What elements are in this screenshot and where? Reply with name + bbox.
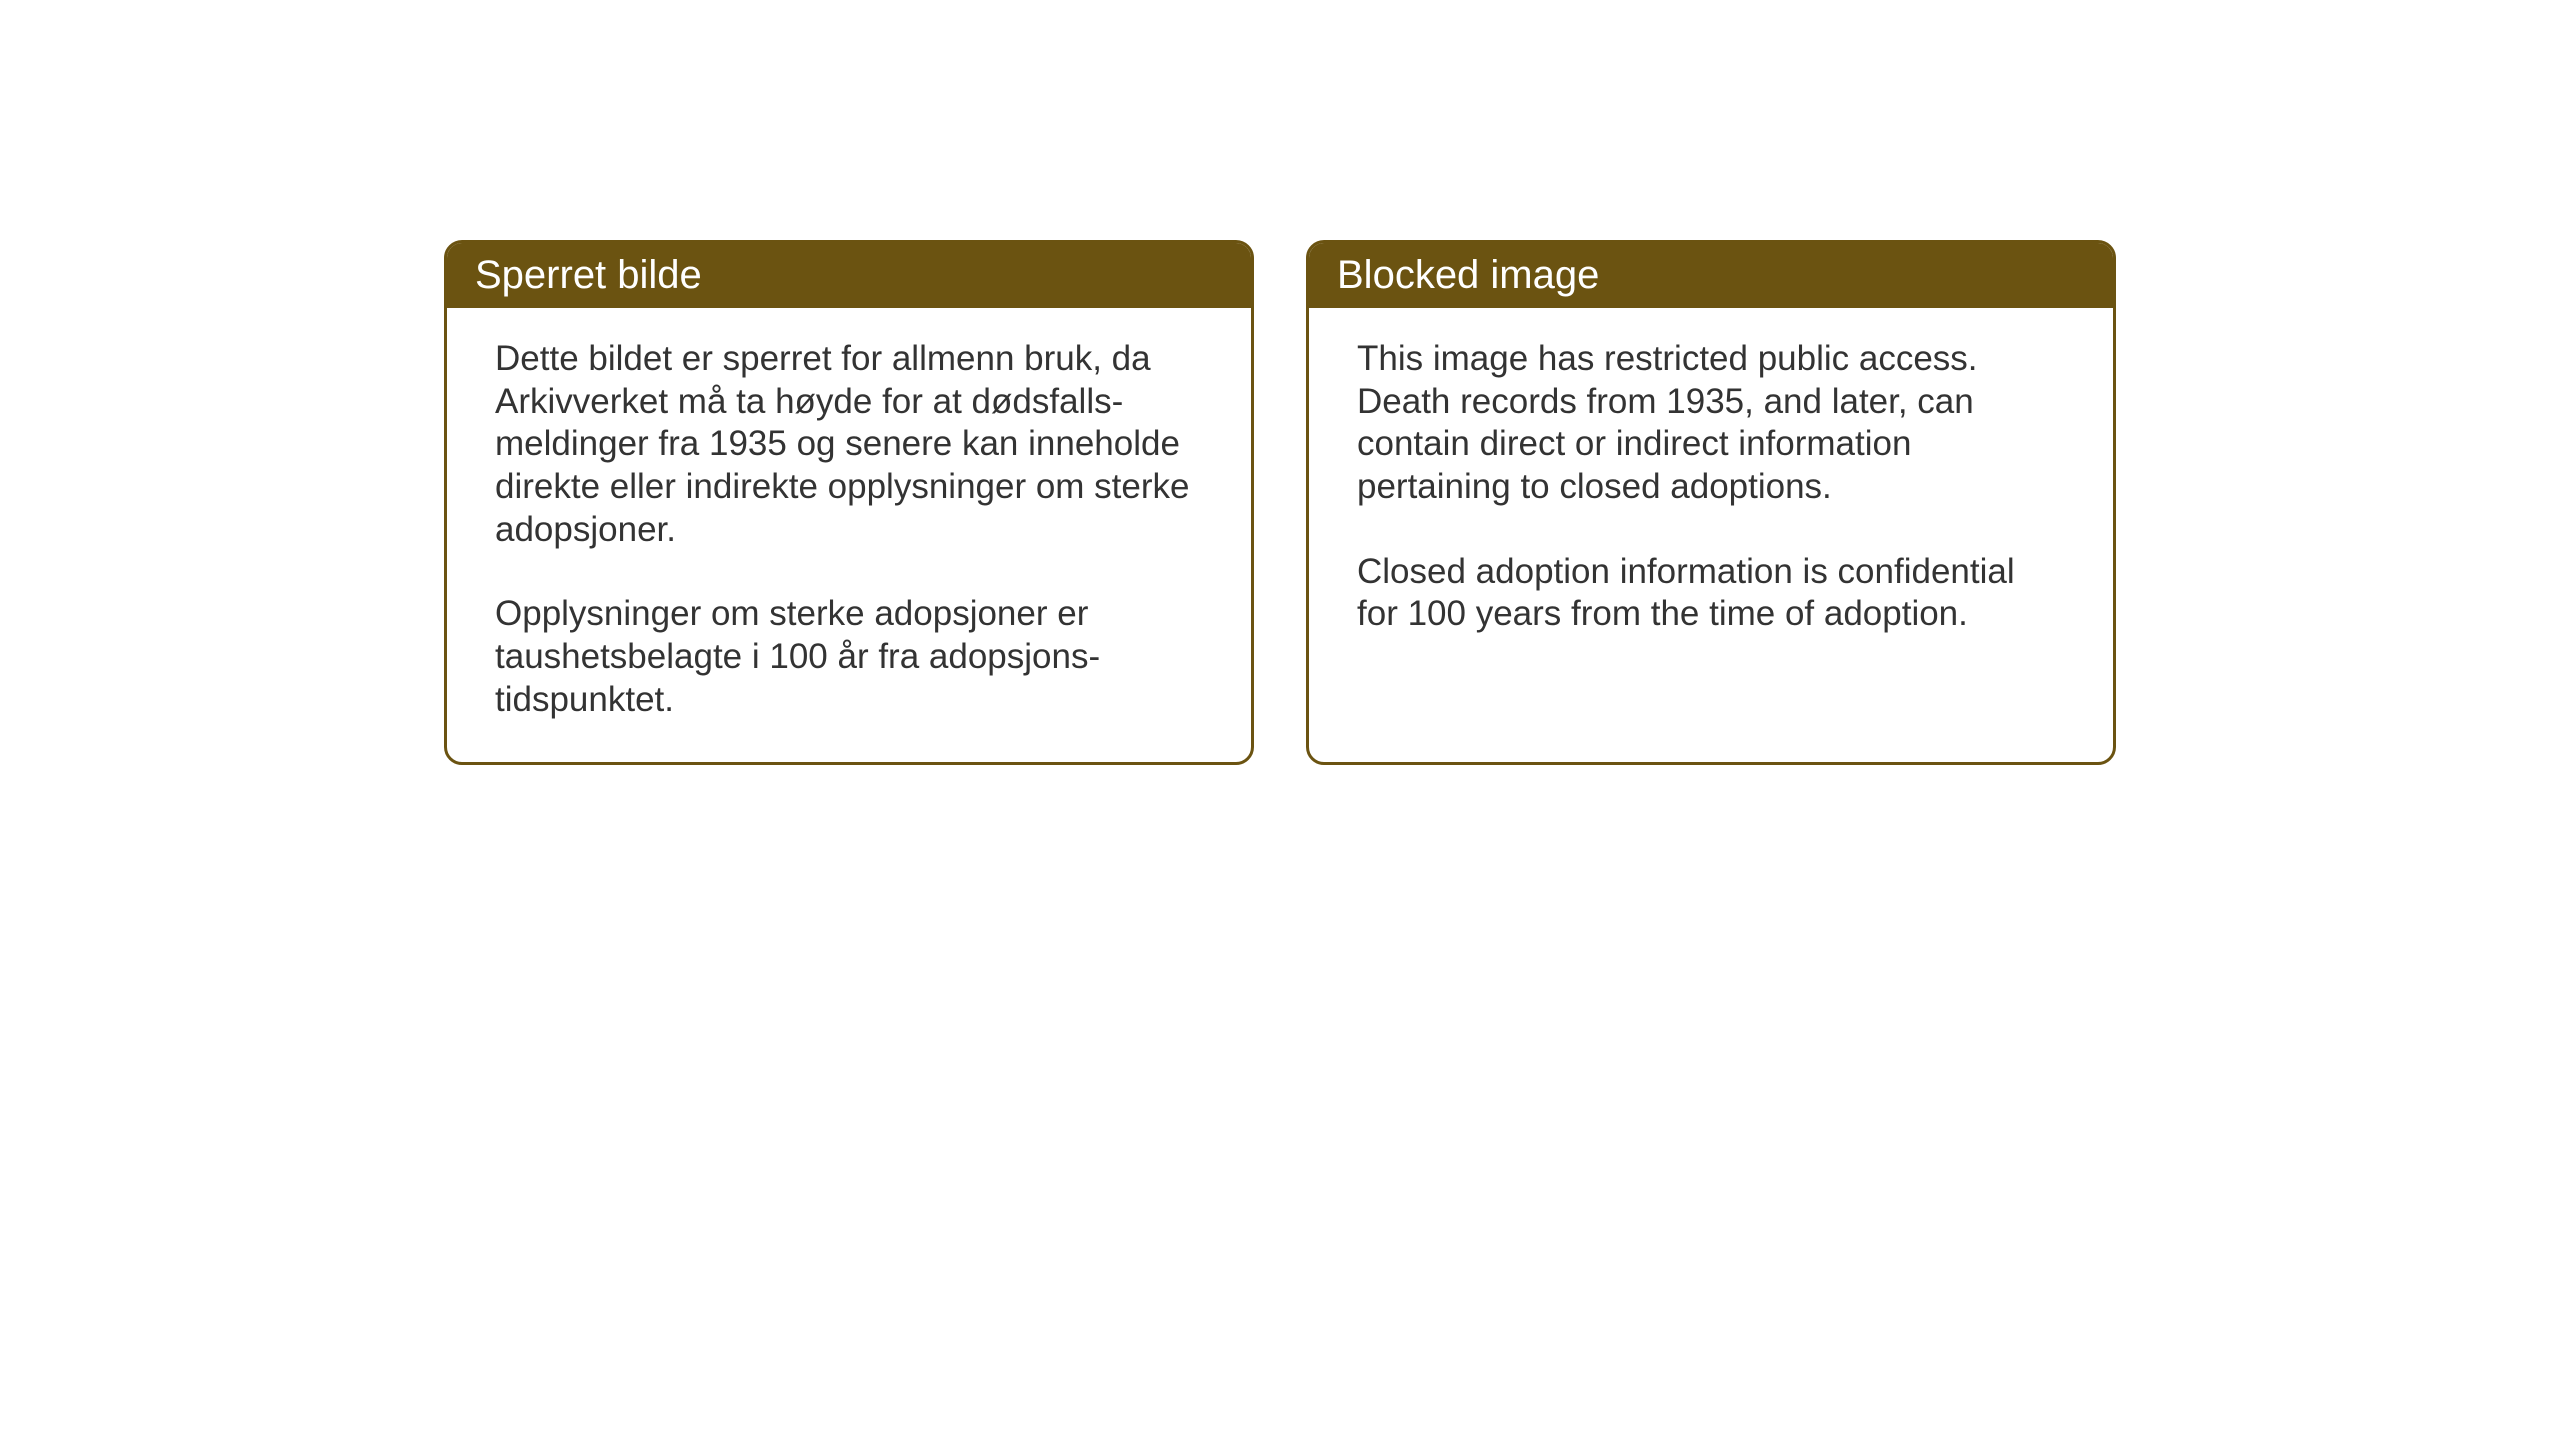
notice-title-english: Blocked image bbox=[1337, 253, 1599, 297]
notice-paragraph-norwegian-2: Opplysninger om sterke adopsjoner er tau… bbox=[495, 593, 1203, 721]
notice-header-norwegian: Sperret bilde bbox=[447, 243, 1251, 308]
notice-title-norwegian: Sperret bilde bbox=[475, 253, 702, 297]
notice-container: Sperret bilde Dette bildet er sperret fo… bbox=[444, 240, 2116, 765]
notice-body-english: This image has restricted public access.… bbox=[1309, 308, 2113, 708]
notice-paragraph-english-1: This image has restricted public access.… bbox=[1357, 338, 2065, 509]
notice-paragraph-english-2: Closed adoption information is confident… bbox=[1357, 551, 2065, 636]
notice-card-english: Blocked image This image has restricted … bbox=[1306, 240, 2116, 765]
notice-paragraph-norwegian-1: Dette bildet er sperret for allmenn bruk… bbox=[495, 338, 1203, 551]
notice-body-norwegian: Dette bildet er sperret for allmenn bruk… bbox=[447, 308, 1251, 762]
notice-card-norwegian: Sperret bilde Dette bildet er sperret fo… bbox=[444, 240, 1254, 765]
notice-header-english: Blocked image bbox=[1309, 243, 2113, 308]
